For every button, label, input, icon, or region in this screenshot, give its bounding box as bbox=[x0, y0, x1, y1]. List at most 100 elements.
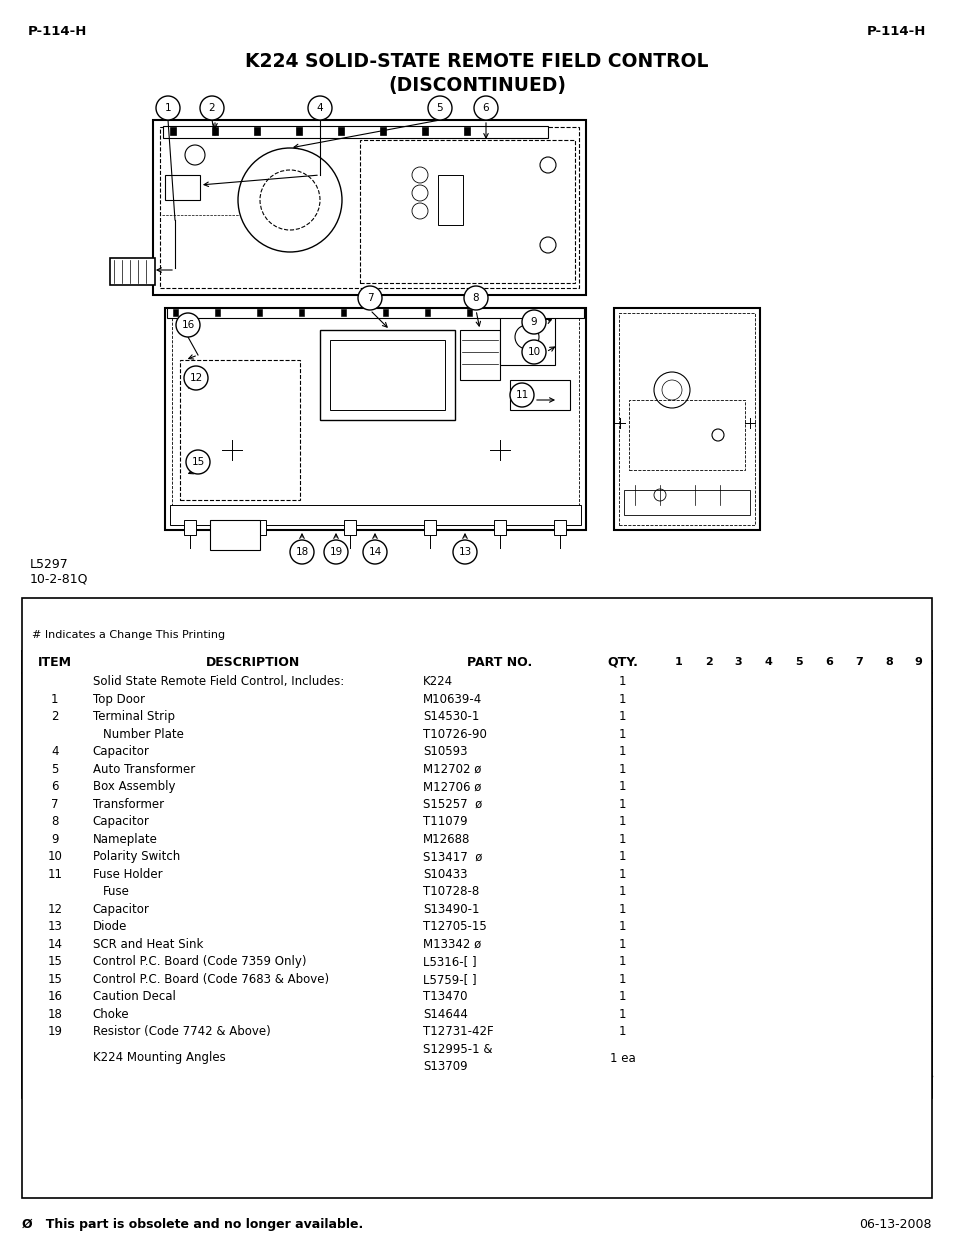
Text: K224 SOLID-STATE REMOTE FIELD CONTROL: K224 SOLID-STATE REMOTE FIELD CONTROL bbox=[245, 52, 708, 70]
Bar bbox=[618, 312, 754, 525]
Text: 1 ea: 1 ea bbox=[609, 1051, 635, 1065]
Text: 6: 6 bbox=[824, 657, 832, 667]
Bar bbox=[212, 127, 218, 135]
Text: S10433: S10433 bbox=[422, 868, 467, 881]
Bar bbox=[165, 308, 585, 530]
Text: Capacitor: Capacitor bbox=[92, 903, 150, 915]
Text: Fuse Holder: Fuse Holder bbox=[92, 868, 162, 881]
Bar bbox=[330, 340, 444, 410]
Text: 7: 7 bbox=[51, 798, 58, 810]
Text: S13417  ø: S13417 ø bbox=[422, 850, 481, 863]
Bar bbox=[359, 140, 575, 283]
Circle shape bbox=[156, 96, 180, 120]
Text: 14: 14 bbox=[368, 547, 381, 557]
Bar bbox=[172, 315, 578, 522]
Text: Caution Decal: Caution Decal bbox=[92, 990, 175, 1003]
Text: 13: 13 bbox=[457, 547, 471, 557]
Text: Resistor (Code 7742 & Above): Resistor (Code 7742 & Above) bbox=[92, 1025, 270, 1039]
Text: Polarity Switch: Polarity Switch bbox=[92, 850, 179, 863]
Text: 5: 5 bbox=[794, 657, 801, 667]
Bar bbox=[170, 127, 175, 135]
Text: 7: 7 bbox=[366, 293, 373, 303]
Bar bbox=[184, 520, 195, 535]
Text: S13709: S13709 bbox=[422, 1061, 467, 1073]
Text: 1: 1 bbox=[618, 710, 626, 724]
Text: 13: 13 bbox=[48, 920, 62, 934]
Text: 19: 19 bbox=[48, 1025, 62, 1039]
Bar bbox=[554, 520, 565, 535]
Circle shape bbox=[237, 148, 341, 252]
Circle shape bbox=[428, 96, 452, 120]
Text: 1: 1 bbox=[618, 903, 626, 915]
Text: 9: 9 bbox=[51, 832, 58, 846]
Text: 11: 11 bbox=[48, 868, 62, 881]
Bar bbox=[623, 490, 749, 515]
Bar bbox=[344, 520, 355, 535]
Text: 1: 1 bbox=[618, 781, 626, 793]
Text: 5: 5 bbox=[51, 763, 58, 776]
Text: 9: 9 bbox=[530, 317, 537, 327]
Text: T11079: T11079 bbox=[422, 815, 467, 829]
Text: 4: 4 bbox=[764, 657, 772, 667]
Text: M12702 ø: M12702 ø bbox=[422, 763, 480, 776]
Bar bbox=[510, 380, 569, 410]
Text: # Indicates a Change This Printing: # Indicates a Change This Printing bbox=[32, 630, 225, 640]
Bar bbox=[253, 520, 266, 535]
Text: Top Door: Top Door bbox=[92, 693, 144, 705]
Bar bbox=[256, 309, 262, 316]
Circle shape bbox=[308, 96, 332, 120]
Text: 15: 15 bbox=[192, 457, 204, 467]
Text: Solid State Remote Field Control, Includes:: Solid State Remote Field Control, Includ… bbox=[92, 676, 343, 688]
Circle shape bbox=[186, 450, 210, 474]
Text: 9: 9 bbox=[913, 657, 921, 667]
Text: 6: 6 bbox=[482, 103, 489, 112]
Text: L5297: L5297 bbox=[30, 558, 69, 571]
Circle shape bbox=[463, 287, 488, 310]
Text: Diode: Diode bbox=[92, 920, 127, 934]
Bar bbox=[180, 359, 299, 500]
Bar bbox=[295, 127, 302, 135]
Text: 4: 4 bbox=[51, 745, 58, 758]
Text: 6: 6 bbox=[51, 781, 58, 793]
Text: M10639-4: M10639-4 bbox=[422, 693, 481, 705]
Text: 7: 7 bbox=[854, 657, 862, 667]
Text: 1: 1 bbox=[618, 763, 626, 776]
Bar bbox=[499, 310, 555, 366]
Text: T12705-15: T12705-15 bbox=[422, 920, 486, 934]
Text: K224 Mounting Angles: K224 Mounting Angles bbox=[92, 1051, 225, 1065]
Bar bbox=[463, 127, 470, 135]
Text: M13342 ø: M13342 ø bbox=[422, 937, 480, 951]
Text: S14644: S14644 bbox=[422, 1008, 467, 1021]
Text: 1: 1 bbox=[618, 850, 626, 863]
Text: L5759-[ ]: L5759-[ ] bbox=[422, 973, 476, 986]
Text: 1: 1 bbox=[618, 955, 626, 968]
Text: L5316-[ ]: L5316-[ ] bbox=[422, 955, 476, 968]
Bar bbox=[423, 520, 436, 535]
Bar bbox=[340, 309, 346, 316]
Text: Number Plate: Number Plate bbox=[102, 727, 183, 741]
Text: SCR and Heat Sink: SCR and Heat Sink bbox=[92, 937, 203, 951]
Text: S13490-1: S13490-1 bbox=[422, 903, 478, 915]
Text: 12: 12 bbox=[48, 903, 62, 915]
Circle shape bbox=[521, 340, 545, 364]
Text: ITEM: ITEM bbox=[38, 656, 71, 668]
Text: 1: 1 bbox=[618, 868, 626, 881]
Text: 1: 1 bbox=[618, 1025, 626, 1039]
Text: QTY.: QTY. bbox=[606, 656, 638, 668]
Text: K224: K224 bbox=[422, 676, 453, 688]
Circle shape bbox=[474, 96, 497, 120]
Text: Transformer: Transformer bbox=[92, 798, 164, 810]
Circle shape bbox=[453, 540, 476, 564]
Text: 2: 2 bbox=[51, 710, 58, 724]
Text: 19: 19 bbox=[329, 547, 342, 557]
Text: 1: 1 bbox=[618, 727, 626, 741]
Text: S14530-1: S14530-1 bbox=[422, 710, 478, 724]
Text: T13470: T13470 bbox=[422, 990, 467, 1003]
Text: S12995-1 &: S12995-1 & bbox=[422, 1042, 492, 1056]
Text: Fuse: Fuse bbox=[102, 885, 130, 898]
Bar bbox=[628, 400, 744, 471]
Text: 1: 1 bbox=[618, 815, 626, 829]
Text: 3: 3 bbox=[734, 657, 741, 667]
Bar bbox=[424, 309, 430, 316]
Text: Terminal Strip: Terminal Strip bbox=[92, 710, 174, 724]
